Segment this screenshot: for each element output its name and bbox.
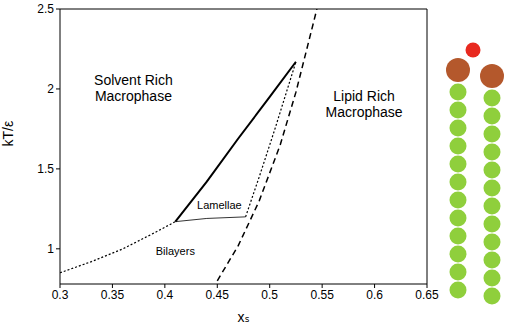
- svg-text:0.45: 0.45: [206, 288, 230, 302]
- svg-text:0.3: 0.3: [52, 288, 69, 302]
- svg-text:0.4: 0.4: [157, 288, 174, 302]
- svg-text:0.35: 0.35: [101, 288, 125, 302]
- svg-text:1: 1: [47, 242, 54, 256]
- svg-text:xₛ: xₛ: [237, 309, 249, 324]
- svg-text:kT/ε: kT/ε: [0, 121, 16, 147]
- svg-text:0.65: 0.65: [415, 288, 439, 302]
- svg-text:Lipid RichMacrophase: Lipid RichMacrophase: [326, 88, 403, 120]
- svg-text:Lamellae: Lamellae: [197, 199, 242, 211]
- svg-text:0.5: 0.5: [261, 288, 278, 302]
- svg-text:0.55: 0.55: [310, 288, 334, 302]
- svg-text:0.6: 0.6: [366, 288, 383, 302]
- svg-text:Solvent RichMacrophase: Solvent RichMacrophase: [94, 72, 173, 104]
- svg-text:Bilayers: Bilayers: [156, 245, 196, 257]
- svg-text:2.5: 2.5: [37, 2, 54, 16]
- svg-text:2: 2: [47, 82, 54, 96]
- svg-text:1.5: 1.5: [37, 162, 54, 176]
